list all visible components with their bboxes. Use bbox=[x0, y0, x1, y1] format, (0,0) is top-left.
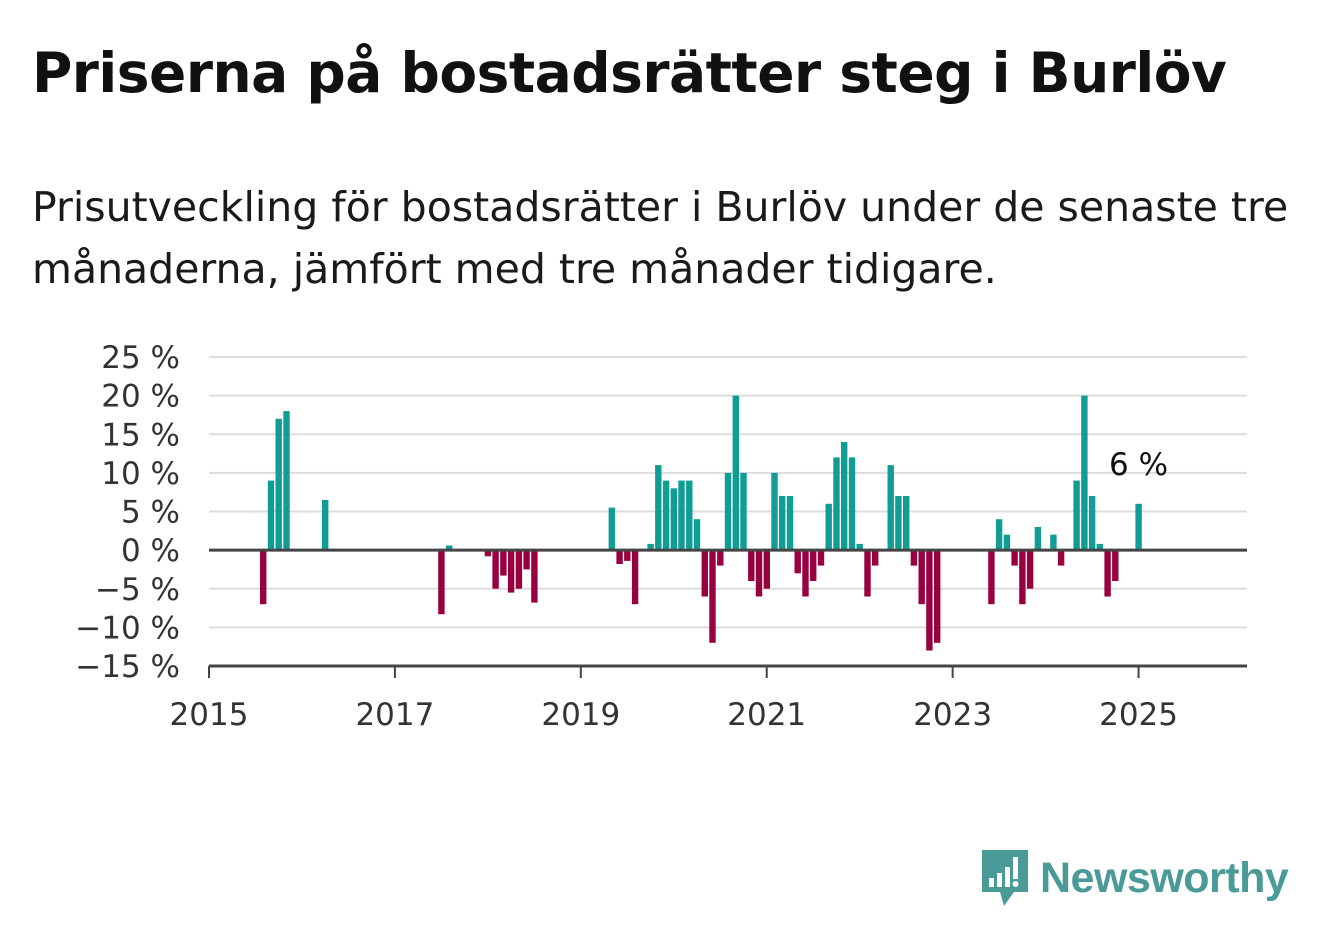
bar bbox=[755, 550, 763, 597]
bar bbox=[322, 499, 329, 551]
y-axis-ticks: 25 %20 %15 %10 %5 %0 %−5 %−10 %−15 % bbox=[75, 340, 180, 685]
bar bbox=[709, 550, 716, 643]
bar bbox=[1003, 534, 1011, 551]
bar bbox=[895, 496, 902, 551]
bar bbox=[670, 488, 677, 551]
bars bbox=[260, 395, 1142, 651]
bar bbox=[724, 472, 732, 551]
x-tick-label: 2017 bbox=[355, 697, 434, 733]
bar bbox=[678, 480, 685, 551]
bar bbox=[1011, 550, 1018, 566]
bar bbox=[864, 550, 871, 597]
bar bbox=[1112, 550, 1119, 581]
bar bbox=[1019, 550, 1026, 605]
bar bbox=[841, 442, 848, 551]
bar bbox=[1104, 550, 1111, 597]
bar bbox=[1081, 395, 1088, 551]
bar bbox=[802, 550, 809, 597]
bar bbox=[732, 395, 739, 551]
bar bbox=[662, 480, 670, 551]
bar bbox=[794, 550, 801, 574]
bar bbox=[608, 507, 615, 551]
bar bbox=[1135, 503, 1142, 551]
bar bbox=[647, 543, 654, 551]
y-tick-label: −10 % bbox=[75, 610, 180, 646]
bar bbox=[740, 472, 747, 551]
last-value-label: 6 % bbox=[1109, 447, 1168, 483]
bar bbox=[833, 457, 840, 551]
bar bbox=[515, 550, 523, 589]
y-tick-label: 15 % bbox=[101, 417, 180, 453]
y-tick-label: −15 % bbox=[75, 649, 180, 685]
bar bbox=[693, 519, 701, 551]
y-tick-label: 10 % bbox=[101, 456, 180, 492]
bar bbox=[887, 465, 894, 551]
bar bbox=[484, 550, 492, 557]
bar bbox=[267, 480, 275, 551]
x-tick-label: 2019 bbox=[541, 697, 620, 733]
bar bbox=[910, 550, 918, 566]
newsworthy-logo-icon bbox=[982, 850, 1028, 906]
x-tick-label: 2023 bbox=[913, 697, 992, 733]
bar bbox=[786, 496, 794, 551]
bar bbox=[283, 411, 290, 551]
bar bbox=[918, 550, 925, 605]
bar bbox=[523, 550, 530, 570]
bar bbox=[1088, 496, 1096, 551]
bar bbox=[531, 550, 538, 603]
bar bbox=[1057, 550, 1065, 566]
x-tick-label: 2025 bbox=[1099, 697, 1178, 733]
bar bbox=[655, 465, 662, 551]
y-tick-label: 20 % bbox=[101, 379, 180, 415]
bar bbox=[1096, 543, 1103, 551]
bar bbox=[1050, 534, 1057, 551]
bar bbox=[446, 545, 453, 551]
bar bbox=[1034, 527, 1042, 551]
y-tick-label: 0 % bbox=[121, 533, 180, 569]
bar bbox=[988, 550, 995, 605]
bar bbox=[934, 550, 941, 643]
chart-subtitle: Prisutveckling för bostadsrätter i Burlö… bbox=[32, 183, 1289, 293]
y-tick-label: −5 % bbox=[95, 572, 180, 608]
bar bbox=[1026, 550, 1034, 589]
y-tick-label: 5 % bbox=[121, 495, 180, 531]
bar bbox=[763, 550, 770, 589]
bar bbox=[926, 550, 933, 651]
x-tick-label: 2021 bbox=[727, 697, 806, 733]
bar bbox=[492, 550, 499, 589]
bar bbox=[810, 550, 817, 581]
bar bbox=[771, 472, 778, 551]
x-tick-label: 2015 bbox=[170, 697, 249, 733]
bar bbox=[631, 550, 639, 605]
bar bbox=[616, 550, 623, 564]
bar bbox=[872, 550, 879, 566]
bar bbox=[817, 550, 825, 566]
bar bbox=[1073, 480, 1080, 551]
bar bbox=[856, 543, 863, 551]
bar bbox=[903, 496, 910, 551]
bar bbox=[701, 550, 708, 597]
x-axis-ticks: 2015 2017 2019 2021 2023 2025 bbox=[170, 666, 1178, 733]
bar bbox=[275, 418, 282, 551]
bar bbox=[507, 550, 515, 593]
bar bbox=[995, 519, 1003, 551]
bar bbox=[825, 503, 832, 551]
bar bbox=[779, 496, 786, 551]
bar bbox=[500, 550, 507, 576]
y-tick-label: 25 % bbox=[101, 340, 180, 376]
bar bbox=[848, 457, 856, 551]
bar bbox=[624, 550, 631, 561]
bar bbox=[686, 480, 693, 551]
newsworthy-brand: Newsworthy bbox=[980, 848, 1289, 908]
bar bbox=[717, 550, 724, 566]
bar bbox=[438, 550, 445, 615]
bar bbox=[260, 550, 267, 605]
brand-name: Newsworthy bbox=[1040, 853, 1289, 902]
bar bbox=[748, 550, 755, 581]
chart-title: Priserna på bostadsrätter steg i Burlöv bbox=[32, 41, 1227, 105]
